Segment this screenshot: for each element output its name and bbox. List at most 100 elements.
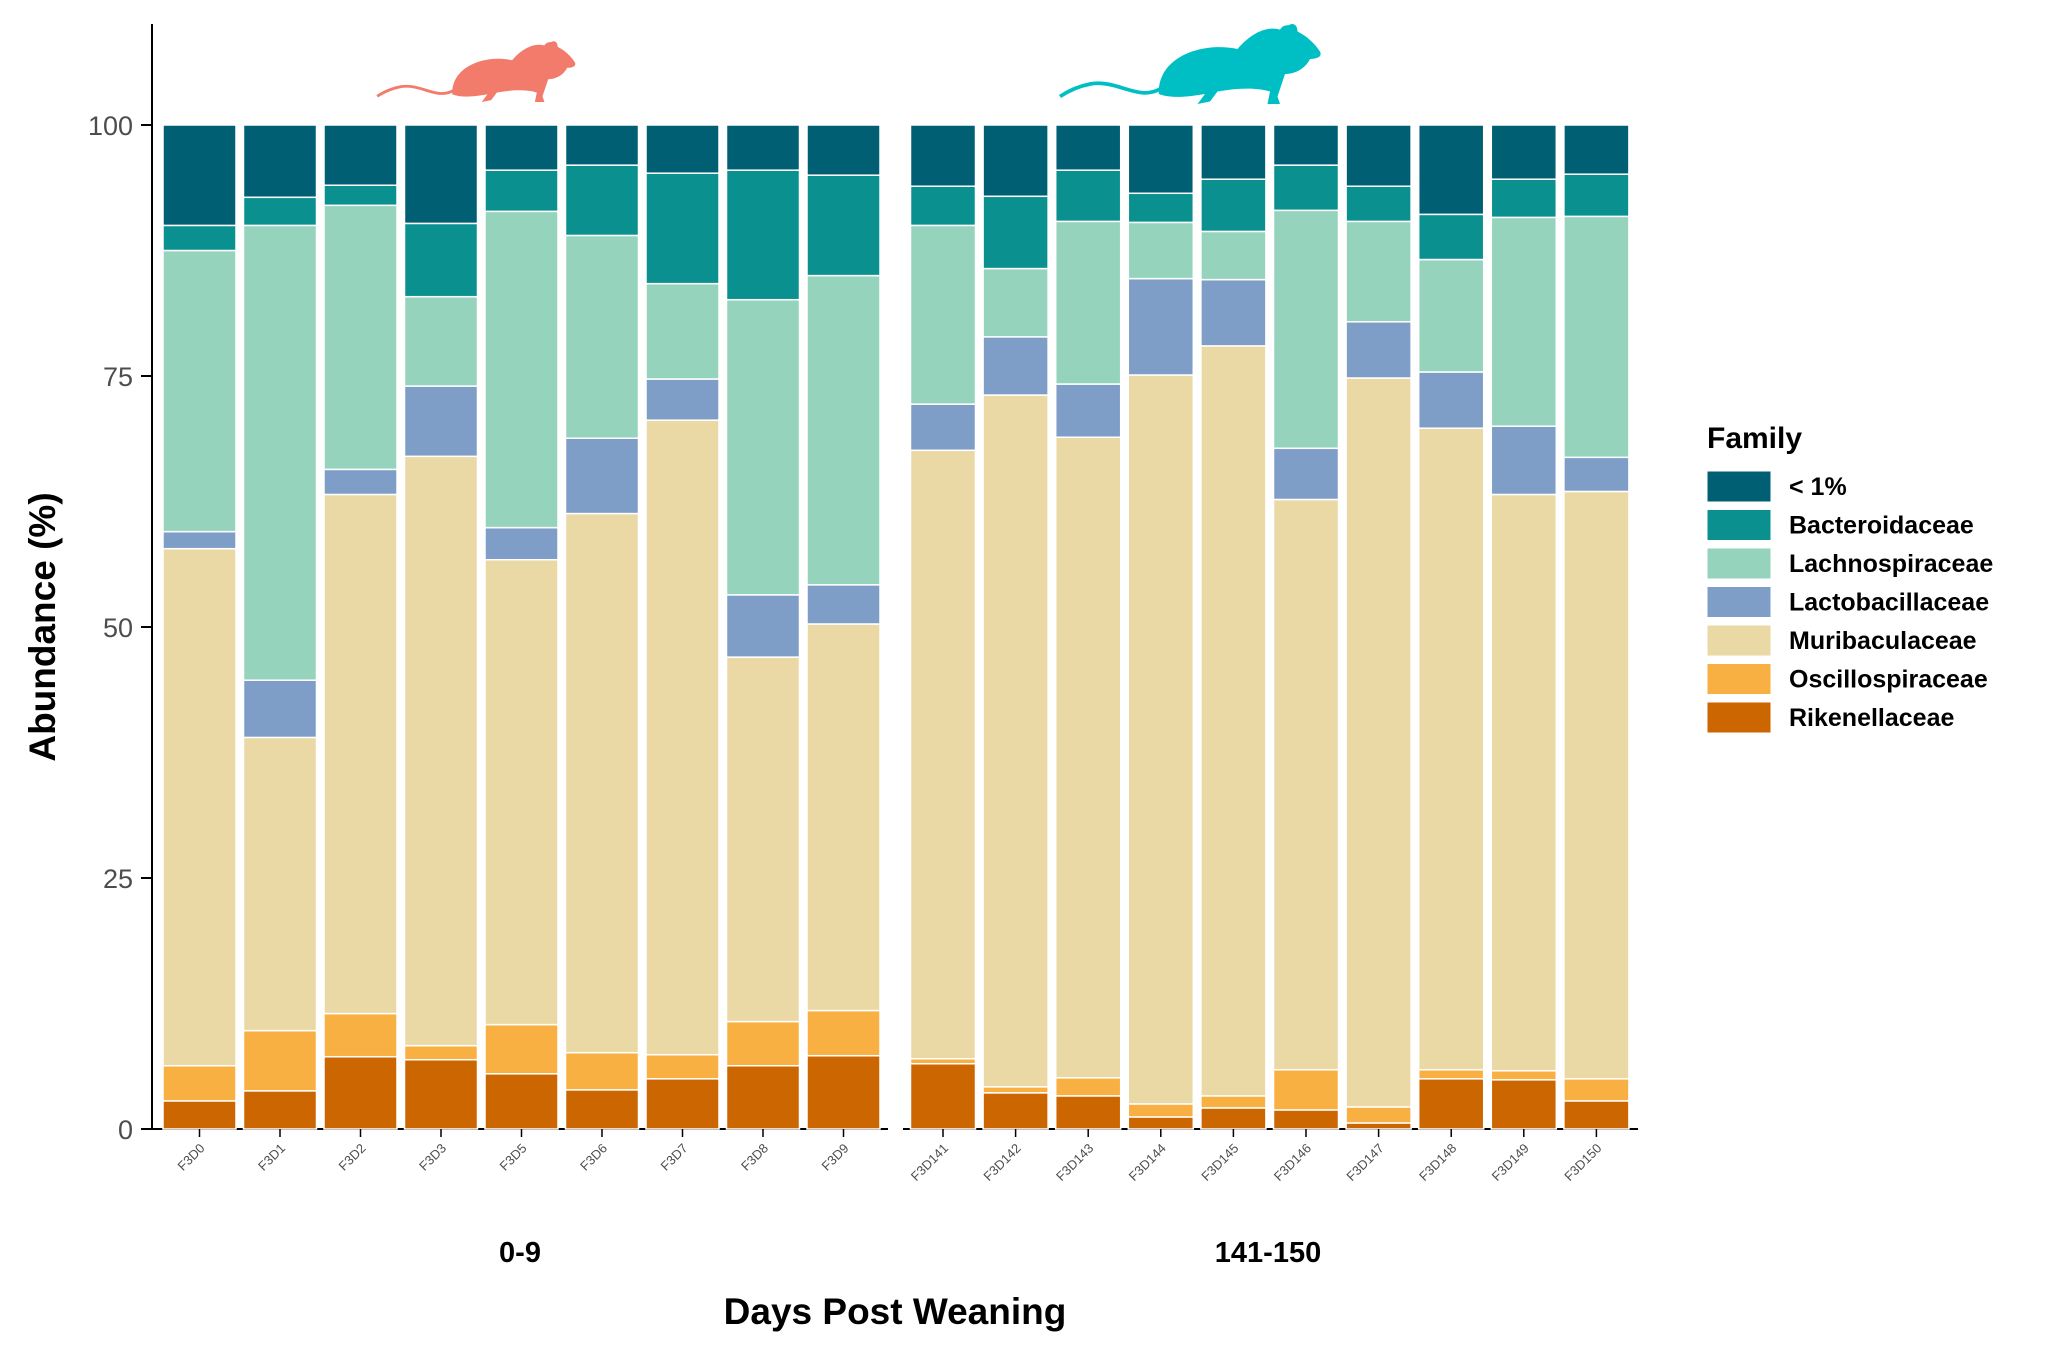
bar-segment-muribaculaceae xyxy=(1563,490,1630,1080)
bar-segment-lactobacillaceae xyxy=(1345,321,1412,379)
legend-swatch xyxy=(1706,470,1772,503)
bar-segment-oscillospiraceae xyxy=(564,1051,640,1091)
bar-segment-oscillospiraceae xyxy=(806,1009,881,1057)
bar-segment--1- xyxy=(909,124,977,187)
bar-segment-oscillospiraceae xyxy=(484,1023,559,1075)
bar-segment-muribaculaceae xyxy=(323,493,398,1015)
x-tick-label: F3D9 xyxy=(819,1141,852,1174)
bar-segment-muribaculaceae xyxy=(403,455,479,1047)
bar-segment-bacteroidaceae xyxy=(564,164,640,237)
bar-segment-rikenellaceae xyxy=(1054,1095,1122,1130)
x-tick-label: F3D5 xyxy=(497,1141,530,1174)
bar-segment-bacteroidaceae xyxy=(484,169,559,213)
bar-segment--1- xyxy=(1127,124,1195,195)
x-tick-label: F3D149 xyxy=(1489,1141,1532,1184)
bar-segment-oscillospiraceae xyxy=(909,1057,977,1065)
bar-segment-oscillospiraceae xyxy=(1417,1069,1485,1080)
bar-segment-muribaculaceae xyxy=(806,623,881,1012)
bar-segment-bacteroidaceae xyxy=(242,196,318,227)
bar-segment-rikenellaceae xyxy=(806,1054,881,1130)
bar-segment-lactobacillaceae xyxy=(1563,456,1630,493)
bar-segment-rikenellaceae xyxy=(1345,1122,1412,1130)
bar-segment-lactobacillaceae xyxy=(1417,371,1485,429)
bar-segment-lactobacillaceae xyxy=(909,403,977,452)
bar-segment-lactobacillaceae xyxy=(242,679,318,739)
bar-segment-bacteroidaceae xyxy=(162,224,237,252)
bar-segment-lachnospiraceae xyxy=(1200,230,1267,281)
x-tick-label: F3D8 xyxy=(738,1141,771,1174)
bar-segment-lachnospiraceae xyxy=(725,298,801,596)
bar-segment--1- xyxy=(242,124,318,199)
bar-segment--1- xyxy=(1272,124,1340,166)
bar-segment-muribaculaceae xyxy=(1490,493,1558,1072)
bar-segment-bacteroidaceae xyxy=(1200,178,1267,233)
y-tick-label: 75 xyxy=(103,362,133,392)
bar-segment-oscillospiraceae xyxy=(162,1064,237,1102)
bar-segment--1- xyxy=(564,124,640,166)
bar-segment-bacteroidaceae xyxy=(1127,192,1195,224)
bar-segment--1- xyxy=(806,124,881,176)
bar-segment-rikenellaceae xyxy=(1272,1109,1340,1130)
bar-segment-bacteroidaceae xyxy=(1563,173,1630,218)
bar-segment-bacteroidaceae xyxy=(1417,213,1485,261)
bar-segment-muribaculaceae xyxy=(1345,377,1412,1108)
bar-segment-bacteroidaceae xyxy=(806,174,881,277)
bar-segment--1- xyxy=(1490,124,1558,180)
bar-segment-muribaculaceae xyxy=(1272,498,1340,1071)
bar-segment-lactobacillaceae xyxy=(564,437,640,515)
bar-segment-lachnospiraceae xyxy=(564,234,640,439)
bar-segment-rikenellaceae xyxy=(403,1058,479,1130)
bar-segment-muribaculaceae xyxy=(645,419,720,1056)
legend-swatch xyxy=(1706,547,1772,580)
bar-segment-lactobacillaceae xyxy=(1272,447,1340,501)
legend-label: Lactobacillaceae xyxy=(1789,589,1989,617)
bar-segment-lachnospiraceae xyxy=(242,224,318,681)
x-tick-label: F3D3 xyxy=(416,1141,449,1174)
legend-label: Bacteroidaceae xyxy=(1789,512,1974,540)
bar-segment-bacteroidaceae xyxy=(909,185,977,227)
bar-segment-rikenellaceae xyxy=(1200,1107,1267,1130)
bar-segment--1- xyxy=(982,124,1049,198)
x-tick-label: F3D6 xyxy=(577,1141,610,1174)
bar-segment-lachnospiraceae xyxy=(1563,215,1630,459)
bar-segment-bacteroidaceae xyxy=(1490,178,1558,219)
bar-segment-lactobacillaceae xyxy=(403,385,479,458)
bar-segment-oscillospiraceae xyxy=(403,1044,479,1061)
bar-segment-rikenellaceae xyxy=(1563,1100,1630,1130)
x-tick-label: F3D147 xyxy=(1343,1141,1386,1184)
bar-segment-lachnospiraceae xyxy=(1054,220,1122,385)
x-tick-label: F3D1 xyxy=(255,1141,288,1174)
bar-segment-rikenellaceae xyxy=(162,1100,237,1130)
bar-segment-muribaculaceae xyxy=(1417,427,1485,1071)
x-tick-label: F3D143 xyxy=(1053,1141,1096,1184)
legend-swatch xyxy=(1706,586,1772,618)
bar-segment-lachnospiraceae xyxy=(909,224,977,405)
bar-segment-rikenellaceae xyxy=(1490,1079,1558,1130)
mouse-icon-small xyxy=(376,41,576,102)
legend-title: Family xyxy=(1707,422,1802,455)
bar-segment-rikenellaceae xyxy=(242,1090,318,1130)
mouse-icon-large xyxy=(1058,24,1321,104)
legend-swatch xyxy=(1706,509,1772,541)
x-tick-label: F3D0 xyxy=(175,1141,208,1174)
bar-segment--1- xyxy=(645,124,720,174)
bar-segment-rikenellaceae xyxy=(1127,1116,1195,1130)
bar-segment-oscillospiraceae xyxy=(323,1012,398,1058)
bar-segment-rikenellaceae xyxy=(564,1089,640,1130)
bar-segment-lachnospiraceae xyxy=(162,249,237,533)
x-tick-label: F3D146 xyxy=(1271,1141,1314,1184)
bar-segment-rikenellaceae xyxy=(725,1064,801,1130)
y-tick-label: 25 xyxy=(103,864,133,894)
panel-label: 141-150 xyxy=(1215,1237,1321,1269)
legend-label: Rikenellaceae xyxy=(1789,704,1954,732)
x-tick-label: F3D2 xyxy=(336,1141,369,1174)
y-tick-label: 0 xyxy=(118,1115,133,1145)
bar-segment-lactobacillaceae xyxy=(645,378,720,421)
bar-segment-oscillospiraceae xyxy=(1127,1103,1195,1118)
bar-segment-lactobacillaceae xyxy=(1054,383,1122,438)
bar-segment-rikenellaceae xyxy=(1417,1078,1485,1130)
y-tick-label: 50 xyxy=(103,613,133,643)
legend-swatch xyxy=(1706,624,1772,657)
bar-segment--1- xyxy=(403,124,479,225)
legend-label: Oscillospiraceae xyxy=(1789,666,1988,694)
